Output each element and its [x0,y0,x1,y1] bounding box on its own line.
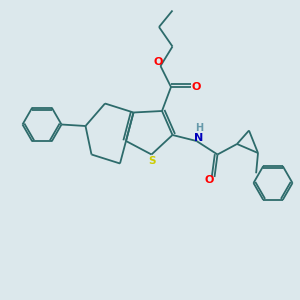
Text: H: H [195,123,203,134]
Text: N: N [194,133,203,143]
Text: O: O [191,82,201,92]
Text: O: O [204,175,214,185]
Text: S: S [148,156,156,166]
Text: O: O [153,57,163,68]
